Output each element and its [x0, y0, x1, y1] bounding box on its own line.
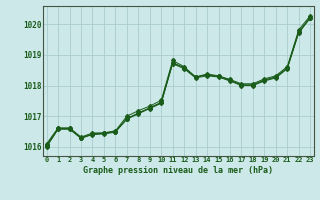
X-axis label: Graphe pression niveau de la mer (hPa): Graphe pression niveau de la mer (hPa) — [84, 166, 273, 175]
